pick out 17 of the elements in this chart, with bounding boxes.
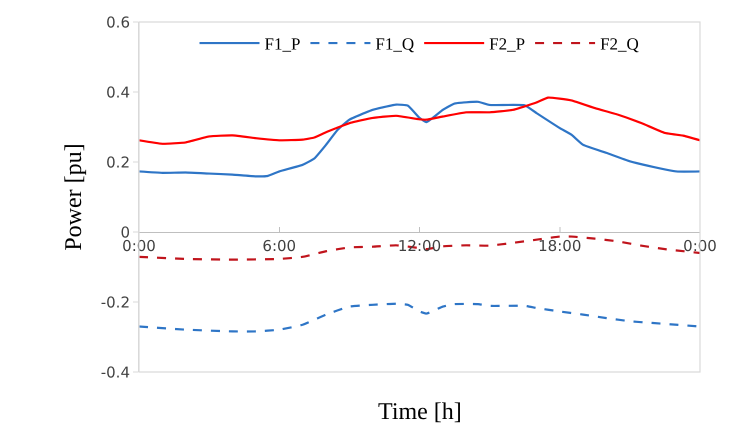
x-tick-label: 6:00 [262,237,296,256]
line-series [139,100,700,178]
y-tick-label: 0.2 [106,153,130,172]
legend-label: F2_Q [600,34,639,54]
y-axis-title: Power [pu] [60,143,87,251]
x-tick-label: 12:00 [398,237,442,256]
legend-label: F1_Q [375,34,414,54]
legend-label: F2_P [489,34,526,54]
y-tick-label: -0.2 [100,293,130,312]
y-tick-label: 0 [120,223,130,242]
y-tick-label: -0.4 [100,363,130,382]
line-series [139,96,700,145]
y-tick-label: 0.4 [106,83,130,102]
legend-label: F1_P [264,34,300,54]
x-tick-label: 18:00 [538,237,582,256]
y-tick-label: 0.6 [106,13,130,32]
x-axis-title: Time [h] [378,399,462,425]
